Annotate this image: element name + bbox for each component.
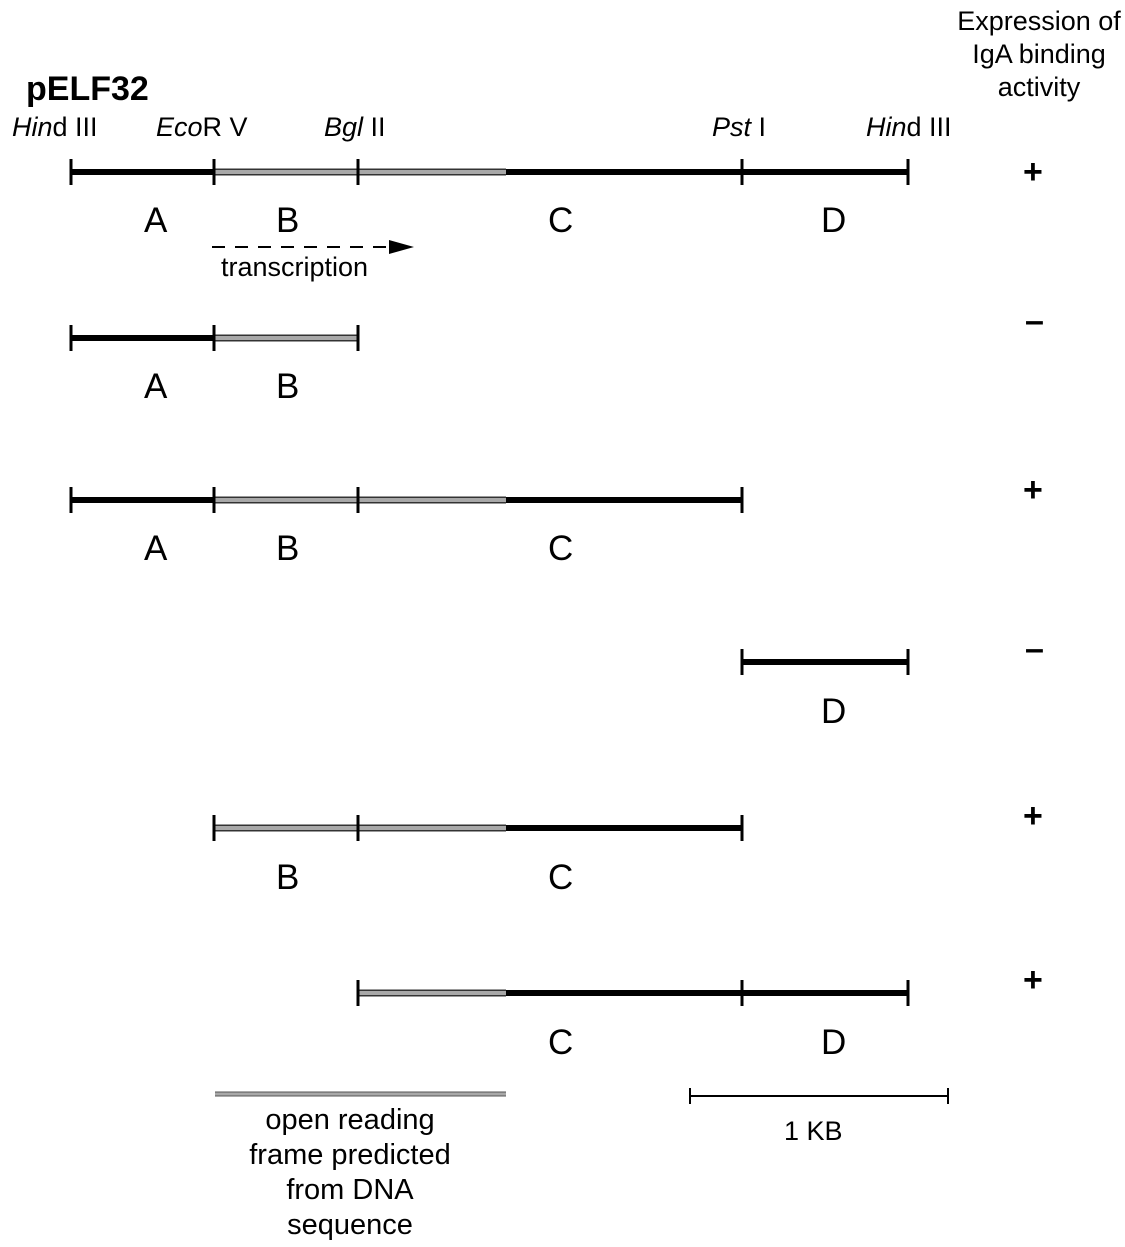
fragment-label: D [821,692,847,731]
expression-sign: + [1023,153,1043,191]
site-psti-italic: Pst [712,112,752,142]
expression-sign: – [1025,630,1044,668]
fragment-label: B [276,367,300,406]
fragment-label: D [821,1023,847,1062]
orf-legend-label: open reading frame predicted from DNA se… [249,1104,451,1241]
site-hindiii-left-rest: d III [52,112,98,142]
expression-header: Expression of IgA binding activity [957,6,1121,102]
transcription-label: transcription [221,252,369,282]
fragment-label: A [144,529,168,568]
site-hindiii-left-italic: Hin [12,112,53,142]
site-hindiii-right: Hind III [866,114,952,141]
expression-sign: + [1023,961,1043,999]
expression-sign: – [1025,302,1044,340]
fragment-label: C [548,1023,574,1062]
site-bglii-italic: Bgl [324,112,364,142]
site-ecorv: EcoR V [156,114,248,141]
plasmid-title: pELF32 [26,70,149,108]
site-ecorv-rest: R V [202,112,248,142]
fragment-label: C [548,529,574,568]
fragment-label: D [821,201,847,240]
fragment-label: C [548,858,574,897]
site-psti-rest: I [751,112,767,142]
scale-bar-label: 1 KB [784,1116,843,1146]
site-ecorv-italic: Eco [156,112,203,142]
fragment-label: B [276,529,300,568]
site-psti: Pst I [712,114,766,141]
site-bglii-rest: II [363,112,386,142]
site-hindiii-right-italic: Hin [866,112,907,142]
fragment-label: B [276,201,300,240]
fragment-label: B [276,858,300,897]
expression-sign: + [1023,471,1043,509]
fragment-label: C [548,201,574,240]
site-bglii: Bgl II [324,114,386,141]
expression-sign: + [1023,797,1043,835]
site-hindiii-right-rest: d III [906,112,952,142]
transcription-arrowhead [389,240,414,254]
fragment-label: A [144,201,168,240]
fragment-label: A [144,367,168,406]
site-hindiii-left: Hind III [12,114,98,141]
